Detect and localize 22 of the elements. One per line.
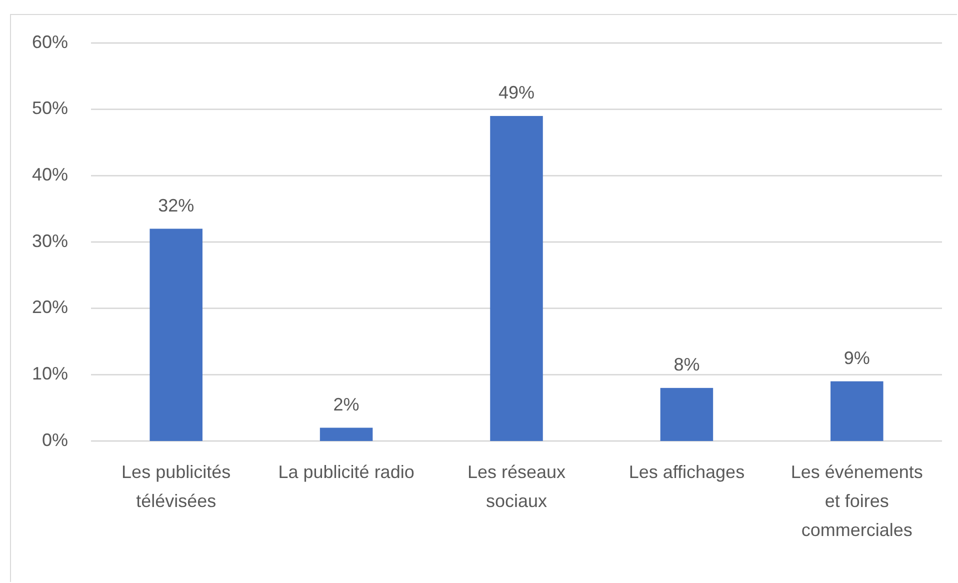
bar	[660, 388, 714, 441]
data-label: 2%	[333, 394, 360, 414]
x-tick-label: Les réseaux sociaux	[467, 462, 566, 511]
y-tick-label: 30%	[32, 230, 68, 251]
x-tick-label: La publicité radio	[278, 462, 414, 482]
x-tick-label: Les événements et foires commerciales	[790, 462, 923, 540]
bar	[150, 228, 202, 441]
data-label: 49%	[498, 82, 535, 103]
x-tick-label: Les affichages	[628, 462, 745, 482]
y-tick-label: 50%	[32, 98, 68, 118]
y-tick-label: 0%	[42, 430, 68, 450]
bar	[830, 381, 884, 441]
bar	[490, 116, 543, 441]
x-tick-label: Les publicités télévisées	[122, 462, 231, 511]
data-label: 32%	[158, 195, 194, 216]
data-label: 8%	[674, 354, 700, 375]
y-tick-label: 60%	[32, 32, 68, 52]
bar	[320, 428, 373, 441]
y-tick-label: 20%	[32, 297, 68, 318]
y-tick-label: 40%	[32, 164, 68, 184]
data-label: 9%	[844, 348, 870, 368]
y-tick-label: 10%	[32, 363, 68, 384]
